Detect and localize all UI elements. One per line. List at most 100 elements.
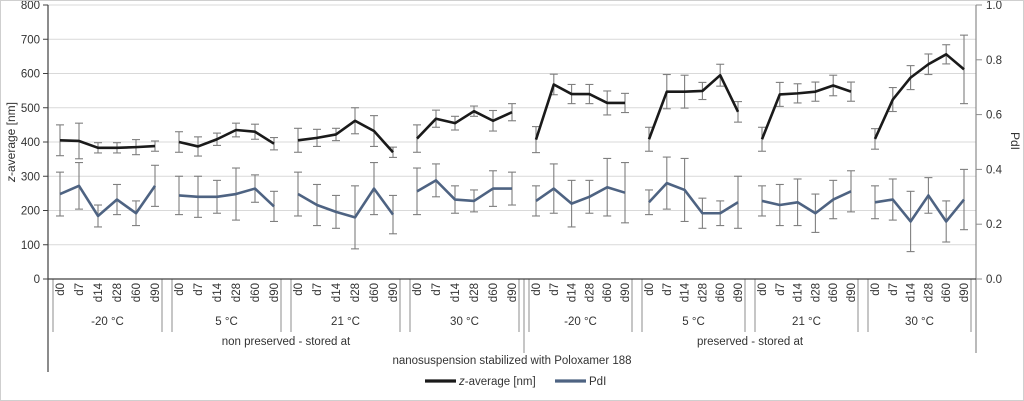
left-axis-title: z-average [nm] — [4, 102, 18, 183]
day-label: d14 — [906, 282, 918, 302]
left-axis-title-rest: -average [nm] — [4, 102, 18, 176]
legend-label-pdi: PdI — [589, 376, 606, 388]
day-label: d7 — [775, 283, 787, 296]
day-label: d60 — [602, 283, 614, 302]
temperature-label: 30 °C — [905, 316, 934, 328]
day-label: d7 — [312, 283, 324, 296]
day-label: d60 — [828, 283, 840, 302]
day-label: d0 — [531, 283, 543, 296]
temperature-label: 21 °C — [792, 316, 821, 328]
left-axis-tick-label: 300 — [21, 171, 40, 183]
series-z-average — [416, 109, 513, 140]
day-label: d14 — [793, 282, 805, 302]
day-label: d7 — [74, 283, 86, 296]
day-label: d7 — [888, 283, 900, 296]
section-label: non preserved - stored at — [222, 336, 351, 348]
series-z-average — [647, 73, 740, 140]
day-label: d28 — [231, 283, 243, 302]
day-label: d14 — [93, 282, 105, 302]
legend-label-z-average: z-average [nm] — [458, 376, 536, 388]
footer-label: nanosuspension stabilized with Poloxamer… — [392, 355, 631, 367]
left-axis-title-italic: z — [4, 176, 18, 183]
chart-generated-content: 0 100 200 300 400 500 600 700 800 0.0 0.2 0.4 0.6 0.8… — [21, 1, 1003, 372]
day-label: d7 — [431, 283, 443, 296]
right-axis-tick-label: 0.8 — [986, 55, 1002, 67]
day-label: d0 — [55, 283, 67, 296]
day-label: d90 — [269, 283, 281, 302]
day-label: d0 — [412, 283, 424, 296]
series-pdi — [416, 179, 512, 203]
temperature-label: 5 °C — [215, 316, 238, 328]
right-axis-title: PdI — [1008, 132, 1022, 150]
day-label: d14 — [567, 282, 579, 302]
series-pdi — [648, 181, 739, 215]
day-label: d60 — [941, 283, 953, 302]
left-axis-tick-label: 200 — [21, 206, 40, 218]
day-label: d60 — [369, 283, 381, 302]
day-label: d0 — [644, 283, 656, 296]
day-label: d90 — [507, 283, 519, 302]
series-pdi — [761, 190, 852, 215]
day-label: d90 — [620, 283, 632, 302]
right-axis-tick-label: 0.4 — [986, 164, 1003, 176]
day-label: d60 — [488, 283, 500, 302]
day-label: d28 — [584, 283, 596, 302]
series-z-average — [760, 84, 852, 140]
right-axis-tick-label: 1.0 — [986, 1, 1002, 12]
day-label: d90 — [733, 283, 745, 302]
day-label: d90 — [388, 283, 400, 302]
day-label: d28 — [810, 283, 822, 302]
day-label: d14 — [331, 282, 343, 302]
right-axis-tick-label: 0.2 — [986, 219, 1002, 231]
series-pdi — [874, 194, 966, 223]
temperature-label: 30 °C — [450, 316, 479, 328]
temperature-label: 21 °C — [331, 316, 360, 328]
legend-label-z-italic: z — [458, 376, 465, 388]
series-pdi — [535, 185, 626, 205]
temperature-label: -20 °C — [91, 316, 124, 328]
day-label: d14 — [680, 282, 692, 302]
series-z-average — [873, 53, 965, 140]
section-label: preserved - stored at — [697, 336, 804, 348]
series-z-average — [178, 128, 275, 148]
day-label: d28 — [923, 283, 935, 302]
day-label: d0 — [293, 283, 305, 296]
day-label: d28 — [350, 283, 362, 302]
series-z-average — [59, 138, 156, 150]
day-label: d60 — [715, 283, 727, 302]
day-label: d28 — [112, 283, 124, 302]
temperature-label: 5 °C — [682, 316, 705, 328]
day-label: d90 — [959, 283, 971, 302]
left-axis-tick-label: 500 — [21, 103, 40, 115]
left-axis-tick-label: 0 — [34, 274, 40, 286]
day-label: d0 — [870, 283, 882, 296]
day-label: d0 — [174, 283, 186, 296]
day-label: d7 — [549, 283, 561, 296]
left-axis-tick-label: 800 — [21, 1, 40, 12]
left-axis-tick-label: 700 — [21, 34, 40, 46]
day-label: d28 — [697, 283, 709, 302]
left-axis-tick-label: 400 — [21, 137, 40, 149]
series-pdi — [178, 187, 275, 208]
temperature-label: -20 °C — [564, 316, 597, 328]
series-pdi — [59, 184, 157, 218]
right-axis-tick-label: 0.6 — [986, 110, 1002, 122]
day-label: d7 — [662, 283, 674, 296]
day-label: d14 — [212, 282, 224, 302]
day-label: d60 — [131, 283, 143, 302]
series-z-average — [534, 83, 625, 141]
day-label: d14 — [450, 282, 462, 302]
day-label: d28 — [469, 283, 481, 302]
day-label: d90 — [150, 283, 162, 302]
day-label: d90 — [846, 283, 858, 302]
series-z-average — [297, 119, 394, 154]
right-axis-tick-label: 0.0 — [986, 274, 1002, 286]
legend: z-average [nm] PdI — [425, 376, 606, 388]
left-axis-tick-label: 600 — [21, 69, 40, 81]
series-pdi — [297, 187, 395, 219]
day-label: d60 — [250, 283, 262, 302]
legend-label-z-rest: -average [nm] — [465, 376, 536, 388]
day-label: d0 — [757, 283, 769, 296]
